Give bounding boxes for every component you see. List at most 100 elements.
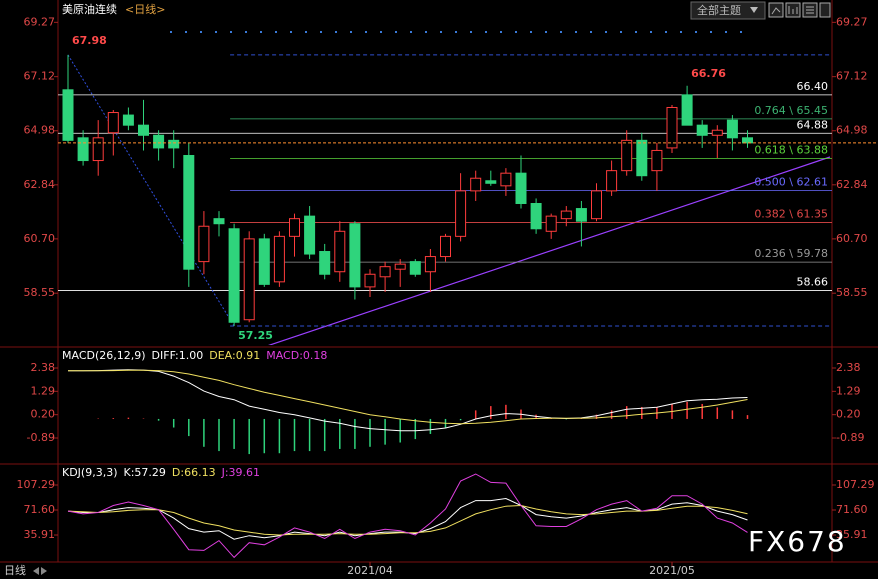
- y-tick-label: 2.38: [31, 361, 56, 374]
- candle-body: [651, 149, 663, 172]
- x-tick-label: 2021/04: [347, 564, 393, 577]
- indicator-title: KDJ(9,3,3): [62, 466, 118, 479]
- y-tick-label: 58.55: [24, 286, 56, 299]
- fib-label: 0.764 \ 65.45: [754, 104, 828, 117]
- y-tick-label-right: 64.98: [836, 124, 868, 137]
- candle-body: [696, 124, 708, 136]
- candle-body: [243, 238, 255, 321]
- indicator-line: [68, 369, 748, 432]
- candle-body: [92, 137, 104, 162]
- y-tick-label-right: 69.27: [836, 15, 868, 28]
- candle-body: [62, 89, 74, 141]
- candle-body: [711, 129, 723, 136]
- trend-line: [268, 156, 831, 345]
- y-tick-label-right: 2.38: [836, 361, 861, 374]
- candle-body: [666, 106, 678, 149]
- toolbar-icons[interactable]: [768, 2, 831, 18]
- dropdown-arrow: [750, 7, 758, 13]
- candle-body: [258, 238, 270, 285]
- candle-body: [621, 139, 633, 172]
- candle-body: [500, 172, 512, 187]
- candle-body: [545, 215, 557, 232]
- candle-body: [77, 137, 89, 162]
- y-tick-label: 67.12: [24, 70, 56, 83]
- y-tick-label: 107.29: [17, 478, 56, 491]
- legend-entry: DIFF:1.00: [152, 349, 204, 362]
- candle-body: [379, 266, 391, 278]
- footer-period: 日线: [4, 563, 26, 577]
- theme-button[interactable]: [690, 1, 766, 20]
- candle-body: [470, 177, 482, 192]
- y-tick-label: 35.91: [24, 528, 56, 541]
- watermark: FX678: [748, 525, 847, 558]
- instrument-title: 美原油连续: [62, 2, 117, 16]
- candle-body: [319, 251, 331, 275]
- price-annotation: 67.98: [72, 34, 107, 47]
- y-tick-label: 62.84: [24, 178, 56, 191]
- price-level-label: 58.66: [797, 275, 829, 288]
- y-tick-label: -0.89: [27, 431, 55, 444]
- scroll-arrows[interactable]: [33, 567, 47, 575]
- y-tick-label-right: 67.12: [836, 70, 868, 83]
- candle-body: [515, 172, 527, 205]
- y-tick-label-right: 60.70: [836, 232, 868, 245]
- candle-body: [289, 218, 300, 237]
- period-label: <日线>: [125, 2, 165, 16]
- plot: 69.27 69.27 67.12 67.12 64.98 64.98 62.84 62.84…: [17, 15, 878, 577]
- y-tick-label-right: 0.20: [836, 408, 861, 421]
- y-tick-label-right: 58.55: [836, 286, 868, 299]
- fib-label: 0.618 \ 63.88: [754, 144, 828, 157]
- price-overlays: [58, 54, 832, 327]
- indicator-title: MACD(26,12,9): [62, 349, 146, 362]
- y-tick-label: 64.98: [24, 124, 56, 137]
- candle-body: [122, 114, 134, 126]
- candle-body: [213, 218, 225, 225]
- candle-body: [183, 154, 195, 270]
- x-tick-label: 2021/05: [649, 564, 695, 577]
- candle-body: [575, 208, 587, 222]
- candle-body: [138, 124, 149, 136]
- fib-label: 0.382 \ 61.35: [754, 207, 828, 220]
- candle-body: [394, 263, 406, 270]
- candle-body: [364, 273, 376, 288]
- y-tick-label-right: 62.84: [836, 178, 868, 191]
- frame: [0, 0, 878, 563]
- candle-body: [349, 223, 361, 288]
- candle-body: [455, 190, 467, 237]
- y-tick-label: 60.70: [24, 232, 56, 245]
- candle-body: [485, 180, 497, 184]
- legend-entry: D:66.13: [172, 466, 216, 479]
- legend-entry: K:57.29: [124, 466, 166, 479]
- y-tick-label: 71.60: [24, 503, 56, 516]
- y-tick-label: 69.27: [24, 15, 56, 28]
- price-annotation: 57.25: [238, 329, 273, 342]
- legend-entry: J:39.61: [221, 466, 260, 479]
- candle-body: [107, 112, 119, 134]
- price-level-label: 64.88: [797, 118, 829, 131]
- indicator-line: [68, 369, 748, 425]
- indicator-line: [67, 473, 748, 559]
- candle-body: [560, 210, 572, 220]
- candle-body: [409, 261, 421, 275]
- price-level-label: 66.40: [797, 80, 829, 93]
- candle-body: [742, 137, 753, 144]
- candle-body: [440, 235, 451, 258]
- candle-body: [304, 215, 316, 255]
- candle-body: [153, 134, 165, 149]
- candle-body: [228, 228, 240, 323]
- candle-body: [198, 225, 210, 263]
- candle-body: [681, 94, 693, 126]
- candle-body: [424, 256, 436, 273]
- swing-line: [67, 54, 235, 327]
- y-tick-label-right: -0.89: [836, 431, 864, 444]
- y-tick-label-right: 71.60: [836, 503, 868, 516]
- candle-body: [591, 190, 602, 220]
- fib-label: 0.236 \ 59.78: [754, 247, 828, 260]
- y-tick-label-right: 35.91: [836, 528, 868, 541]
- candle-body: [606, 170, 618, 192]
- candle-body: [636, 139, 648, 177]
- legend-entry: MACD:0.18: [266, 349, 327, 362]
- legend-entry: DEA:0.91: [209, 349, 260, 362]
- candle-body: [273, 235, 285, 283]
